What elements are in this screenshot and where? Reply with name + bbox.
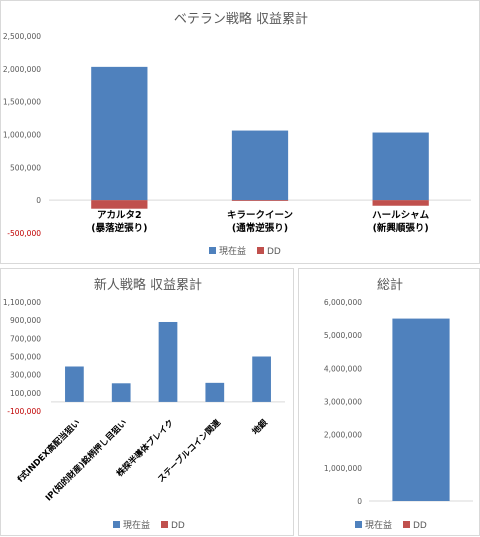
veteran-chart-panel: ベテラン戦略 収益累計 -500,000 0 500,000 1,000,000 1,50… — [0, 0, 480, 264]
legend-swatch-DD — [161, 521, 168, 528]
y-tick-label: 1,000,000 — [324, 464, 362, 473]
y-tick-label: 5,000,000 — [324, 331, 362, 340]
y-tick-label: -100,000 — [7, 407, 41, 416]
bar-現在益 — [392, 318, 450, 501]
legend-entry: 現在益 — [219, 245, 246, 257]
y-tick-label: 1,000,000 — [3, 131, 41, 140]
y-tick-label: 1,100,000 — [3, 298, 41, 307]
y-tick-label: 100,000 — [10, 389, 41, 398]
y-tick-label: 500,000 — [10, 163, 41, 172]
bar-現在益 — [372, 132, 429, 201]
chart-title: ベテラン戦略 収益累計 — [174, 11, 308, 27]
total-chart: 総計 0 1,000,000 2,000,000 3,000,000 4,000,000 5… — [324, 277, 473, 531]
y-tick-label: 0 — [357, 497, 362, 506]
legend-swatch-現在益 — [113, 521, 120, 528]
legend-entry: 現在益 — [123, 519, 150, 531]
legend-entry: 現在益 — [365, 519, 392, 531]
bar-DD — [231, 200, 289, 201]
y-tick-label: 900,000 — [10, 316, 41, 325]
bar-現在益 — [231, 130, 289, 201]
legend-entry: DD — [413, 521, 427, 531]
total-chart-panel: 総計 0 1,000,000 2,000,000 3,000,000 4,000,000 5… — [298, 268, 480, 536]
category-label: (通常逆張り) — [232, 222, 288, 234]
newcomer-chart: 新人戦略 収益累計 -100,000 100,000 300,000 500,000 70… — [3, 277, 285, 531]
y-tick-label: 2,500,000 — [3, 32, 41, 41]
y-tick-label: 700,000 — [10, 334, 41, 343]
legend-swatch-現在益 — [209, 247, 216, 254]
y-tick-label: 2,000,000 — [3, 65, 41, 74]
bar-DD — [372, 200, 429, 206]
category-label: 地銀 — [250, 417, 270, 437]
category-label: IP(知的財産)銘柄押し目狙い — [43, 417, 129, 503]
category-label: (暴落逆張り) — [91, 222, 147, 234]
chart-title: 新人戦略 収益累計 — [94, 277, 202, 293]
chart-title: 総計 — [377, 277, 403, 293]
newcomer-chart-panel: 新人戦略 収益累計 -100,000 100,000 300,000 500,000 70… — [0, 268, 294, 536]
y-tick-label: -500,000 — [7, 229, 41, 238]
veteran-chart: ベテラン戦略 収益累計 -500,000 0 500,000 1,000,000 1,50… — [3, 11, 471, 257]
bar-現在益 — [65, 366, 84, 402]
legend-swatch-DD — [257, 247, 264, 254]
bar-現在益 — [205, 382, 225, 402]
bar-現在益 — [111, 383, 131, 402]
bar-DD — [91, 200, 148, 209]
y-tick-label: 4,000,000 — [324, 364, 362, 373]
y-tick-label: 6,000,000 — [324, 298, 362, 307]
y-tick-label: 2,000,000 — [324, 431, 362, 440]
legend-swatch-DD — [403, 521, 410, 528]
y-tick-label: 1,500,000 — [3, 98, 41, 107]
y-tick-label: 500,000 — [10, 353, 41, 362]
bar-現在益 — [158, 321, 178, 402]
category-label: キラークイーン — [227, 210, 293, 221]
category-label: ハールシャム — [372, 210, 430, 221]
y-tick-label: 3,000,000 — [324, 398, 362, 407]
y-tick-label: 0 — [36, 196, 41, 205]
legend-swatch-現在益 — [355, 521, 362, 528]
bar-現在益 — [252, 356, 271, 402]
y-tick-label: 300,000 — [10, 371, 41, 380]
category-label: (新興順張り) — [373, 222, 429, 234]
bar-現在益 — [91, 66, 148, 201]
legend-entry: DD — [267, 247, 281, 257]
legend-entry: DD — [171, 521, 185, 531]
category-label: アカルタ2 — [97, 209, 142, 221]
